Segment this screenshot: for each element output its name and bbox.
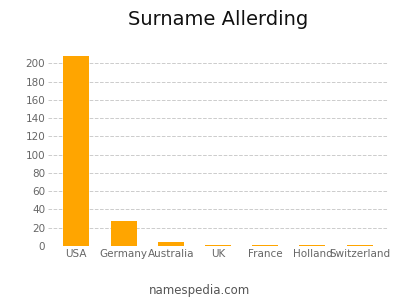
Title: Surname Allerding: Surname Allerding (128, 10, 308, 29)
Bar (252, 245, 278, 246)
Bar (300, 245, 326, 246)
Bar (63, 56, 89, 246)
Bar (205, 245, 231, 246)
Bar (110, 221, 136, 246)
Bar (347, 245, 373, 246)
Text: namespedia.com: namespedia.com (149, 284, 251, 297)
Bar (158, 242, 184, 246)
